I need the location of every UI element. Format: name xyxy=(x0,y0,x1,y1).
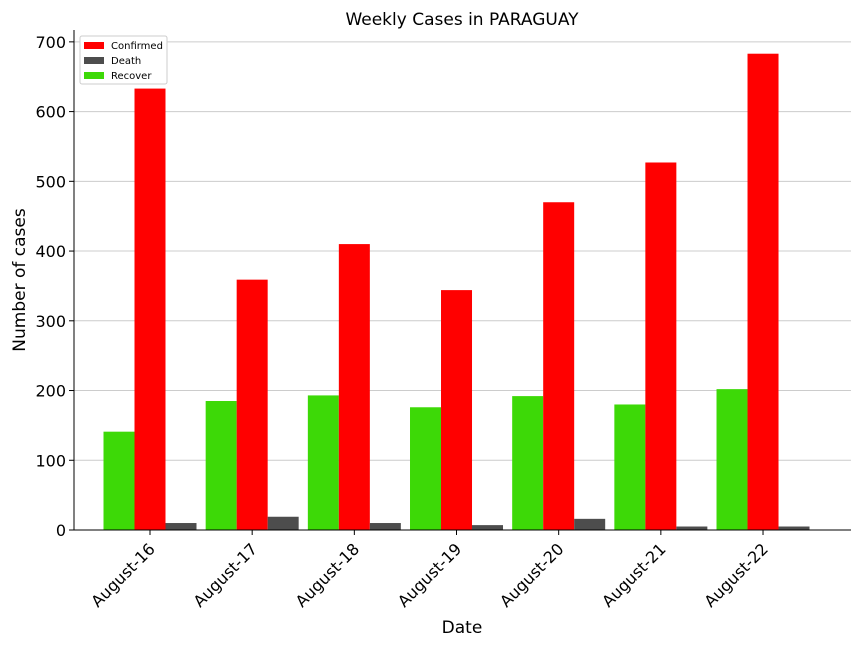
x-tick-label: August-19 xyxy=(394,539,466,611)
bar-death-august-22 xyxy=(778,526,810,530)
bar-recover-august-20 xyxy=(512,396,544,530)
bar-death-august-19 xyxy=(472,525,504,530)
y-axis-title: Number of cases xyxy=(10,208,30,352)
x-tick-label: August-16 xyxy=(87,539,159,611)
chart-title: Weekly Cases in PARAGUAY xyxy=(345,10,579,30)
bar-death-august-17 xyxy=(267,516,299,530)
bar-recover-august-16 xyxy=(103,431,135,530)
y-ticks: 0 100 200 300 400 500 600 700 xyxy=(35,33,74,540)
x-tick-label: August-18 xyxy=(292,539,364,611)
bar-death-august-20 xyxy=(574,518,606,530)
bar-recover-august-17 xyxy=(205,400,237,530)
legend-swatch-confirmed xyxy=(84,42,104,49)
x-tick-label: August-20 xyxy=(496,539,568,611)
y-tick-label: 400 xyxy=(35,242,66,261)
bar-death-august-16 xyxy=(165,523,197,530)
bar-recover-august-22 xyxy=(716,389,748,530)
legend-swatch-recover xyxy=(84,72,104,79)
bar-confirmed-august-20 xyxy=(543,202,575,530)
y-tick-label: 700 xyxy=(35,33,66,52)
bar-recover-august-21 xyxy=(614,404,646,530)
bar-death-august-18 xyxy=(369,523,401,530)
y-tick-label: 300 xyxy=(35,312,66,331)
x-tick-label: August-17 xyxy=(189,539,261,611)
legend-label-death: Death xyxy=(111,56,141,67)
bar-confirmed-august-19 xyxy=(441,290,473,530)
legend-swatch-death xyxy=(84,57,104,64)
bar-confirmed-august-16 xyxy=(134,88,166,531)
bar-confirmed-august-18 xyxy=(338,244,370,530)
y-tick-label: 600 xyxy=(35,103,66,122)
y-tick-label: 200 xyxy=(35,382,66,401)
bar-recover-august-19 xyxy=(410,407,442,530)
bar-confirmed-august-17 xyxy=(236,279,268,530)
x-tick-label: August-21 xyxy=(598,539,670,611)
legend: Confirmed Death Recover xyxy=(79,35,168,85)
y-tick-label: 100 xyxy=(35,451,66,470)
bar-recover-august-18 xyxy=(307,395,339,530)
x-axis-title: Date xyxy=(442,618,483,638)
axes xyxy=(73,30,851,531)
bar-confirmed-august-21 xyxy=(645,162,677,530)
x-tick-label: August-22 xyxy=(700,539,772,611)
bars xyxy=(103,53,810,531)
bar-confirmed-august-22 xyxy=(747,53,779,531)
y-tick-label: 0 xyxy=(56,521,66,540)
x-ticks: August-16 August-17 August-18 August-19 Augu… xyxy=(87,530,772,611)
legend-label-recover: Recover xyxy=(111,71,152,82)
bar-death-august-21 xyxy=(676,526,708,530)
y-tick-label: 500 xyxy=(35,172,66,191)
legend-label-confirmed: Confirmed xyxy=(111,41,163,52)
